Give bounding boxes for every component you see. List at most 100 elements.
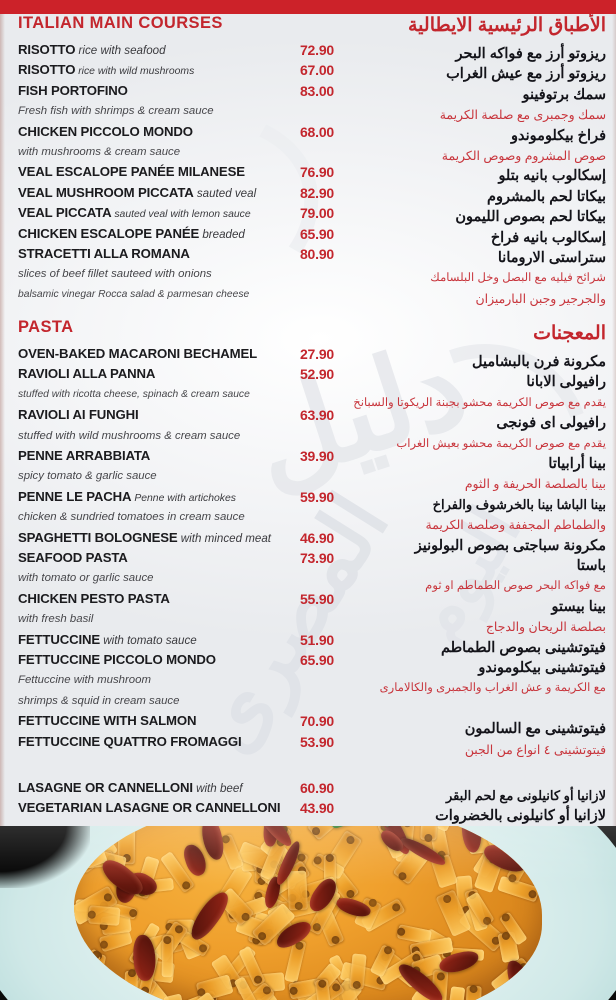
spacer bbox=[338, 773, 606, 786]
menu-item-title: CHICKEN PICCOLO MONDO bbox=[18, 123, 193, 139]
menu-item-name: RAVIOLI AI FUNGHI bbox=[18, 407, 139, 422]
menu-item-row[interactable]: FETTUCCINE WITH SALMON 70.90 bbox=[18, 711, 334, 731]
menu-item-title: PENNE ARRABBIATA bbox=[18, 448, 151, 464]
menu-item-title: RAVIOLI ALLA PANNA bbox=[18, 366, 156, 382]
menu-item-price: 70.90 bbox=[299, 713, 334, 730]
menu-item-row[interactable]: OVEN-BAKED MACARONI BECHAMEL 27.90 bbox=[18, 344, 334, 364]
menu-item-description: with fresh basil bbox=[18, 613, 94, 626]
menu-item-price: 79.00 bbox=[299, 205, 334, 222]
menu-item-row[interactable]: CHICKEN ESCALOPE PANÉE breaded 65.90 bbox=[18, 224, 334, 244]
menu-item-name: PENNE ARRABBIATA bbox=[18, 448, 150, 463]
menu-item-row[interactable]: PENNE ARRABBIATA 39.90 bbox=[18, 446, 334, 466]
menu-item-arabic bbox=[338, 699, 606, 719]
menu-item-title: SEAFOOD PASTA bbox=[18, 549, 128, 565]
menu-item-name: OVEN-BAKED MACARONI BECHAMEL bbox=[18, 346, 257, 361]
menu-item-row[interactable]: CHICKEN PESTO PASTA 55.90 bbox=[18, 589, 334, 609]
menu-item-name: FETTUCCINE with tomato sauce bbox=[18, 632, 197, 647]
menu-item-row[interactable]: CHICKEN PICCOLO MONDO 68.00 bbox=[18, 122, 334, 142]
penne-piece bbox=[87, 905, 120, 927]
menu-item-price: 65.90 bbox=[299, 225, 334, 242]
menu-content-area: المصرى اليوم دليل ITALIAN MAIN COURSES RI… bbox=[0, 14, 616, 826]
menu-item-arabic: صوص المشروم وصوص الكريمة bbox=[441, 148, 606, 163]
menu-item-row[interactable]: VEAL PICCATA sauted veal with lemon sauc… bbox=[18, 203, 334, 223]
arabic-column: الأطباق الرئيسية الايطالية ريزوتو أرز مع … bbox=[338, 14, 606, 826]
menu-item-price: 82.90 bbox=[299, 184, 334, 201]
menu-item-row[interactable]: RAVIOLI ALLA PANNA 52.90 bbox=[18, 364, 334, 384]
spacer bbox=[18, 33, 334, 40]
menu-item-row[interactable]: VEAL ESCALOPE PANÉE MILANESE 76.90 bbox=[18, 162, 334, 182]
menu-item-arabic: بينا الباشا بينا بالخرشوف والفراخ bbox=[432, 496, 606, 512]
english-column: ITALIAN MAIN COURSES RISOTTO rice with se… bbox=[18, 14, 334, 819]
menu-item-price: 43.90 bbox=[299, 800, 334, 817]
menu-item-inline-desc: with beef bbox=[192, 781, 243, 795]
menu-item-row[interactable]: FETTUCCINE QUATTRO FROMAGGI 53.90 bbox=[18, 732, 334, 752]
menu-item-row[interactable]: RISOTTO rice with seafood 72.90 bbox=[18, 40, 334, 60]
menu-item-inline-desc: with tomato sauce bbox=[100, 633, 197, 647]
menu-item-name: STRACETTI ALLA ROMANA bbox=[18, 246, 190, 261]
menu-item-price: 80.90 bbox=[299, 245, 334, 262]
menu-item-description: shrimps & squid in cream sauce bbox=[18, 694, 180, 707]
menu-item-row[interactable]: FISH PORTOFINO 83.00 bbox=[18, 81, 334, 101]
menu-item-title: STRACETTI ALLA ROMANA bbox=[18, 245, 190, 261]
menu-item-row[interactable]: SPAGHETTI BOLOGNESE with minced meat 46.9… bbox=[18, 528, 334, 548]
menu-item-row[interactable]: PENNE LE PACHA Penne with artichokes 59.9… bbox=[18, 487, 334, 507]
menu-item-arabic: فيتوتشينى ٤ انواع من الجبن bbox=[464, 742, 606, 757]
menu-item-row[interactable]: FETTUCCINE PICCOLO MONDO 65.90 bbox=[18, 650, 334, 670]
menu-item-arabic: بيكاتا لحم بالمشروم bbox=[487, 188, 606, 205]
menu-item-row[interactable]: FETTUCCINE with tomato sauce 51.90 bbox=[18, 630, 334, 650]
menu-item-price: 72.90 bbox=[299, 42, 334, 58]
penne-piece bbox=[465, 985, 482, 1000]
menu-item-name: SEAFOOD PASTA bbox=[18, 550, 128, 565]
menu-item-name: FETTUCCINE WITH SALMON bbox=[18, 713, 197, 728]
menu-item-arabic: سمك وجمبرى مع صلصة الكريمة bbox=[439, 108, 606, 123]
spacer bbox=[338, 760, 606, 773]
menu-item-price: 52.90 bbox=[299, 366, 334, 383]
menu-item-name: VEAL ESCALOPE PANÉE MILANESE bbox=[18, 164, 245, 179]
menu-item-price: 76.90 bbox=[299, 164, 334, 181]
menu-item-arabic: سمك برتوفينو bbox=[522, 86, 606, 103]
menu-item-row[interactable]: LASAGNE OR CANNELLONI with beef 60.90 bbox=[18, 778, 334, 798]
menu-item-description: Fettuccine with mushroom bbox=[18, 674, 151, 687]
menu-item-title: VEAL MUSHROOM PICCATA bbox=[18, 184, 194, 200]
menu-item-price: 63.90 bbox=[299, 407, 334, 424]
menu-item-price: 27.90 bbox=[299, 346, 334, 363]
spacer bbox=[18, 305, 334, 318]
menu-item-title: CHICKEN PESTO PASTA bbox=[18, 590, 170, 606]
menu-item-description: chicken & sundried tomatoes in cream sau… bbox=[18, 511, 245, 524]
menu-item-name: VEAL PICCATA sauted veal with lemon sauc… bbox=[18, 205, 251, 220]
menu-item-inline-desc: with minced meat bbox=[177, 531, 272, 545]
spacer bbox=[18, 765, 334, 778]
menu-item-arabic: يقدم مع صوص الكريمة محشو بجبنة الريكوتا … bbox=[353, 395, 606, 409]
menu-item-row[interactable]: RISOTTO rice with wild mushrooms 67.00 bbox=[18, 60, 334, 80]
menu-item-arabic: باستا bbox=[576, 557, 606, 574]
menu-item-arabic: يقدم مع صوص الكريمة محشو بعيش الغراب bbox=[396, 436, 606, 450]
menu-item-title: VEAL PICCATA bbox=[18, 205, 112, 221]
menu-item-title: VEAL ESCALOPE PANÉE MILANESE bbox=[18, 164, 245, 180]
menu-item-title: FISH PORTOFINO bbox=[18, 82, 128, 98]
menu-item-row[interactable]: STRACETTI ALLA ROMANA 80.90 bbox=[18, 244, 334, 264]
menu-item-row[interactable]: VEGETARIAN LASAGNE OR CANNELLONI 43.90 bbox=[18, 798, 334, 818]
menu-item-name: FETTUCCINE QUATTRO FROMAGGI bbox=[18, 734, 242, 749]
menu-item-inline-desc: Penne with artichokes bbox=[131, 492, 236, 504]
menu-item-name: CHICKEN PICCOLO MONDO bbox=[18, 124, 193, 139]
menu-item-arabic: فيتوتشينى بصوص الطماطم bbox=[440, 639, 606, 656]
menu-item-arabic: والجرجير وجبن البارميزان bbox=[475, 291, 606, 306]
penne-piece bbox=[161, 934, 174, 978]
menu-item-description: with tomato or garlic sauce bbox=[18, 572, 154, 585]
menu-item-inline-desc: rice with seafood bbox=[75, 44, 166, 57]
menu-item-row[interactable]: SEAFOOD PASTA 73.90 bbox=[18, 548, 334, 568]
menu-item-description: slices of beef fillet sauteed with onion… bbox=[18, 268, 212, 281]
menu-item-description: balsamic vinegar Rocca salad & parmesan … bbox=[18, 288, 250, 300]
spacer bbox=[338, 345, 606, 352]
menu-item-name: FISH PORTOFINO bbox=[18, 83, 128, 98]
menu-item-name: RAVIOLI ALLA PANNA bbox=[18, 366, 155, 381]
menu-item-row[interactable]: VEAL MUSHROOM PICCATA sauted veal 82.90 bbox=[18, 183, 334, 203]
menu-item-arabic: بينا بالصلصة الحريفة و الثوم bbox=[464, 477, 606, 492]
menu-item-price: 68.00 bbox=[299, 123, 334, 140]
menu-item-arabic: مع فواكه البحر صوص الطماطم او ثوم bbox=[425, 579, 606, 593]
menu-item-arabic: لازانيا أو كانيلونى بالخضروات bbox=[435, 808, 606, 825]
menu-item-row[interactable]: RAVIOLI AI FUNGHI 63.90 bbox=[18, 405, 334, 425]
page-right-edge bbox=[612, 14, 616, 826]
menu-item-description: stuffed with wild mushrooms & cream sauc… bbox=[18, 429, 241, 442]
